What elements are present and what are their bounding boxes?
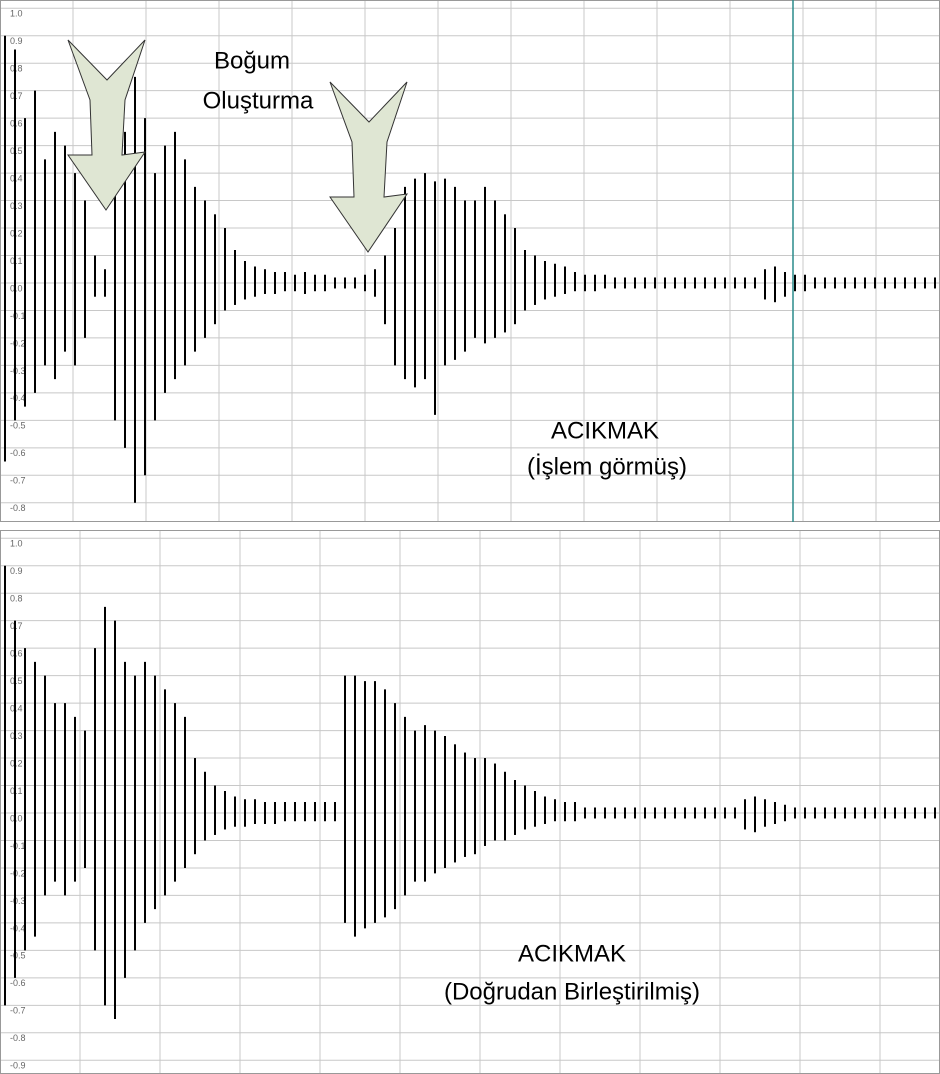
y-tick-label: -0.4 (10, 393, 26, 403)
y-tick-label: -0.2 (10, 338, 26, 348)
y-tick-label: 0.5 (10, 676, 23, 686)
y-tick-label: 0.4 (10, 173, 23, 183)
y-tick-label: -0.4 (10, 923, 26, 933)
y-tick-label: 0.5 (10, 146, 23, 156)
y-tick-label: -0.6 (10, 978, 26, 988)
y-tick-label: -0.2 (10, 868, 26, 878)
y-tick-label: 0.7 (10, 621, 23, 631)
y-tick-label: 0.2 (10, 228, 23, 238)
y-tick-label: 0.8 (10, 64, 23, 74)
y-tick-label: 0.1 (10, 256, 23, 266)
annotation: Oluşturma (203, 87, 314, 114)
y-tick-label: 0.7 (10, 91, 23, 101)
annotation: (İşlem görmüş) (527, 453, 687, 480)
y-tick-label: 0.9 (10, 36, 23, 46)
y-tick-label: 0.0 (10, 283, 23, 293)
arrow (67, 39, 147, 211)
y-tick-label: -0.6 (10, 448, 26, 458)
y-tick-label: 1.0 (10, 9, 23, 19)
arrow (329, 81, 409, 253)
y-tick-label: 0.3 (10, 731, 23, 741)
y-tick-label: -0.1 (10, 841, 26, 851)
y-tick-label: 0.9 (10, 566, 23, 576)
annotation: Boğum (214, 47, 290, 74)
y-tick-label: -0.8 (10, 503, 26, 513)
y-tick-label: 1.0 (10, 539, 23, 549)
y-tick-label: 0.6 (10, 649, 23, 659)
annotation: ACIKMAK (518, 940, 626, 967)
y-tick-label: -0.1 (10, 311, 26, 321)
y-tick-label: 0.6 (10, 119, 23, 129)
y-tick-label: -0.9 (10, 1061, 26, 1071)
y-tick-label: -0.3 (10, 366, 26, 376)
annotation: ACIKMAK (551, 417, 659, 444)
y-tick-label: -0.5 (10, 951, 26, 961)
y-tick-label: 0.3 (10, 201, 23, 211)
y-tick-label: 0.2 (10, 758, 23, 768)
annotation: (Doğrudan Birleştirilmiş) (444, 978, 700, 1005)
y-tick-label: 0.4 (10, 703, 23, 713)
y-tick-label: -0.7 (10, 1006, 26, 1016)
y-tick-label: 0.1 (10, 786, 23, 796)
y-tick-label: -0.8 (10, 1033, 26, 1043)
y-tick-label: 0.8 (10, 594, 23, 604)
panel: 1.0 0.9 0.8 0.7 0.6 0.5 0.4 0.3 0.2 0.1 0.0 -0.1 -0.… (0, 530, 940, 1074)
y-tick-label: -0.3 (10, 896, 26, 906)
y-tick-label: 0.0 (10, 813, 23, 823)
y-tick-label: -0.5 (10, 421, 26, 431)
y-tick-label: -0.7 (10, 476, 26, 486)
